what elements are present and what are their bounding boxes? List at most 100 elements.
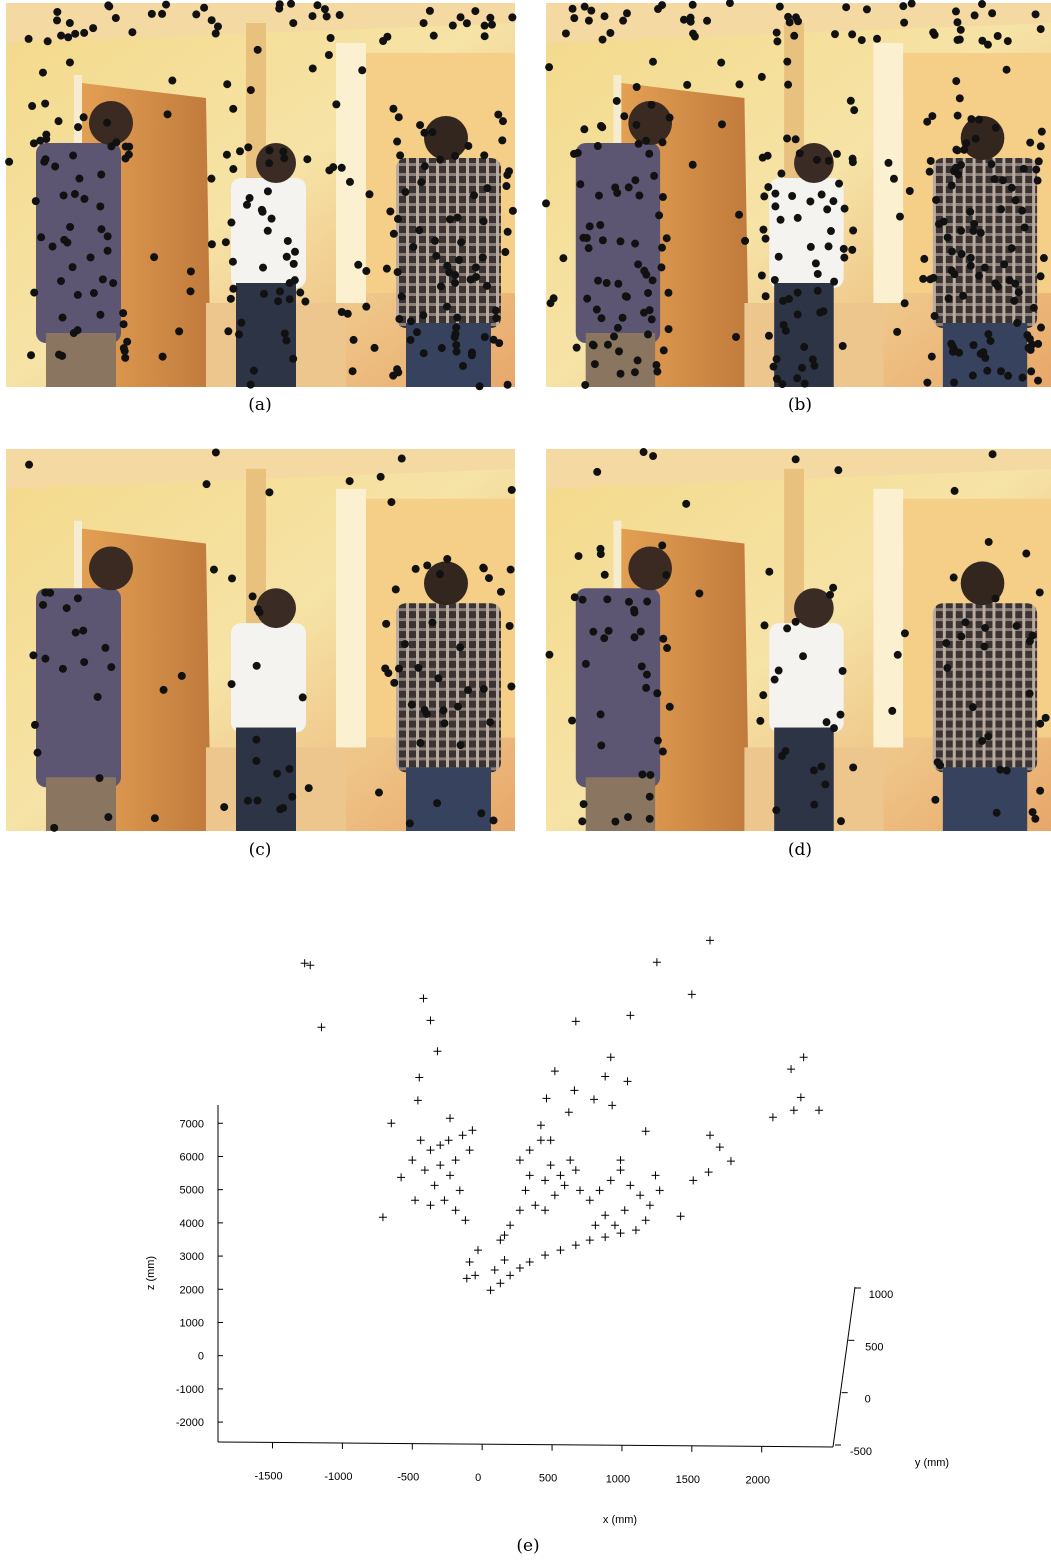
point bbox=[468, 1126, 477, 1135]
feature-dot bbox=[602, 279, 611, 288]
feature-dot bbox=[124, 150, 133, 159]
point bbox=[601, 1233, 610, 1242]
feature-dot bbox=[824, 156, 833, 165]
feature-dot bbox=[862, 5, 871, 14]
point bbox=[541, 1176, 550, 1185]
z-tick-label: 4000 bbox=[180, 1218, 204, 1230]
feature-dot bbox=[243, 796, 252, 805]
feature-dot bbox=[1025, 689, 1034, 698]
feature-dot bbox=[1036, 25, 1045, 34]
feature-dot bbox=[325, 166, 334, 175]
point bbox=[651, 1171, 660, 1180]
feature-dot bbox=[420, 162, 429, 171]
feature-dot bbox=[893, 327, 902, 336]
point bbox=[626, 1011, 635, 1020]
feature-dot bbox=[411, 564, 420, 573]
feature-dot bbox=[335, 11, 344, 20]
feature-dot bbox=[227, 680, 236, 689]
point bbox=[430, 1181, 439, 1190]
feature-dot bbox=[75, 174, 84, 183]
feature-dot bbox=[337, 163, 346, 172]
feature-dot bbox=[454, 256, 463, 265]
feature-dot bbox=[393, 137, 402, 146]
feature-dot bbox=[991, 123, 1000, 132]
feature-dot bbox=[445, 215, 454, 224]
point bbox=[550, 1191, 559, 1200]
feature-dot bbox=[582, 234, 591, 243]
feature-dot bbox=[98, 275, 107, 284]
feature-dot bbox=[683, 80, 692, 89]
feature-dot bbox=[237, 318, 246, 327]
feature-dot bbox=[659, 634, 668, 643]
feature-dot bbox=[776, 215, 785, 224]
feature-dot bbox=[73, 326, 82, 335]
y-tick-label: 1000 bbox=[869, 1289, 893, 1301]
feature-dot bbox=[953, 111, 962, 120]
feature-dot bbox=[888, 706, 897, 715]
feature-dot bbox=[979, 348, 988, 357]
feature-dot bbox=[437, 282, 446, 291]
feature-dot bbox=[643, 597, 652, 606]
feature-dot bbox=[492, 314, 501, 323]
feature-dot bbox=[158, 9, 167, 18]
feature-dot bbox=[620, 112, 629, 121]
feature-dot bbox=[603, 340, 612, 349]
point bbox=[704, 1168, 713, 1177]
feature-dot bbox=[1041, 713, 1050, 722]
panel-caption: (d) bbox=[788, 840, 812, 860]
feature-dot bbox=[969, 341, 978, 350]
feature-dot bbox=[975, 271, 983, 280]
feature-dot bbox=[634, 260, 643, 269]
feature-dot bbox=[795, 149, 804, 158]
feature-dot bbox=[177, 671, 186, 680]
feature-dot bbox=[773, 37, 782, 46]
feature-dot bbox=[1003, 37, 1012, 46]
feature-dot bbox=[1012, 621, 1021, 630]
feature-dot bbox=[966, 261, 975, 270]
feature-dot bbox=[899, 2, 908, 11]
feature-dot bbox=[484, 574, 493, 583]
point bbox=[496, 1236, 505, 1245]
feature-dot bbox=[393, 214, 402, 223]
feature-dot bbox=[275, 4, 284, 13]
feature-dot bbox=[458, 361, 467, 370]
feature-dot bbox=[999, 176, 1007, 185]
point bbox=[601, 1072, 610, 1081]
feature-dot bbox=[285, 295, 294, 304]
feature-dot bbox=[848, 30, 857, 39]
y-axis-label: y (mm) bbox=[915, 1457, 949, 1469]
feature-dot bbox=[252, 661, 261, 670]
feature-dot bbox=[654, 5, 662, 14]
feature-dot bbox=[613, 323, 622, 332]
feature-dot bbox=[207, 16, 216, 25]
feature-dot bbox=[760, 621, 769, 630]
feature-dot bbox=[89, 24, 98, 33]
point bbox=[641, 1127, 650, 1136]
feature-dot bbox=[242, 200, 251, 209]
feature-dot bbox=[777, 169, 786, 178]
feature-dot bbox=[646, 770, 655, 779]
y-axis-line bbox=[832, 1286, 856, 1448]
feature-dot bbox=[200, 3, 209, 12]
point bbox=[378, 1213, 387, 1222]
feature-dot bbox=[80, 658, 89, 667]
point bbox=[426, 1201, 435, 1210]
feature-dot bbox=[93, 693, 102, 701]
feature-dot bbox=[397, 292, 406, 301]
point bbox=[589, 1095, 598, 1104]
feature-dot bbox=[480, 332, 489, 341]
feature-dot bbox=[111, 14, 120, 23]
feature-dot bbox=[950, 486, 959, 495]
feature-dot bbox=[573, 148, 582, 157]
feature-dot bbox=[857, 36, 866, 45]
feature-dot bbox=[417, 178, 426, 187]
feature-dot bbox=[542, 199, 551, 208]
feature-dot bbox=[570, 14, 579, 23]
feature-dot bbox=[59, 191, 68, 200]
feature-dot bbox=[589, 627, 598, 636]
feature-dot bbox=[611, 183, 620, 192]
point bbox=[631, 1226, 640, 1235]
feature-dot bbox=[791, 617, 800, 626]
feature-dot bbox=[1036, 719, 1045, 728]
point bbox=[726, 1157, 735, 1166]
